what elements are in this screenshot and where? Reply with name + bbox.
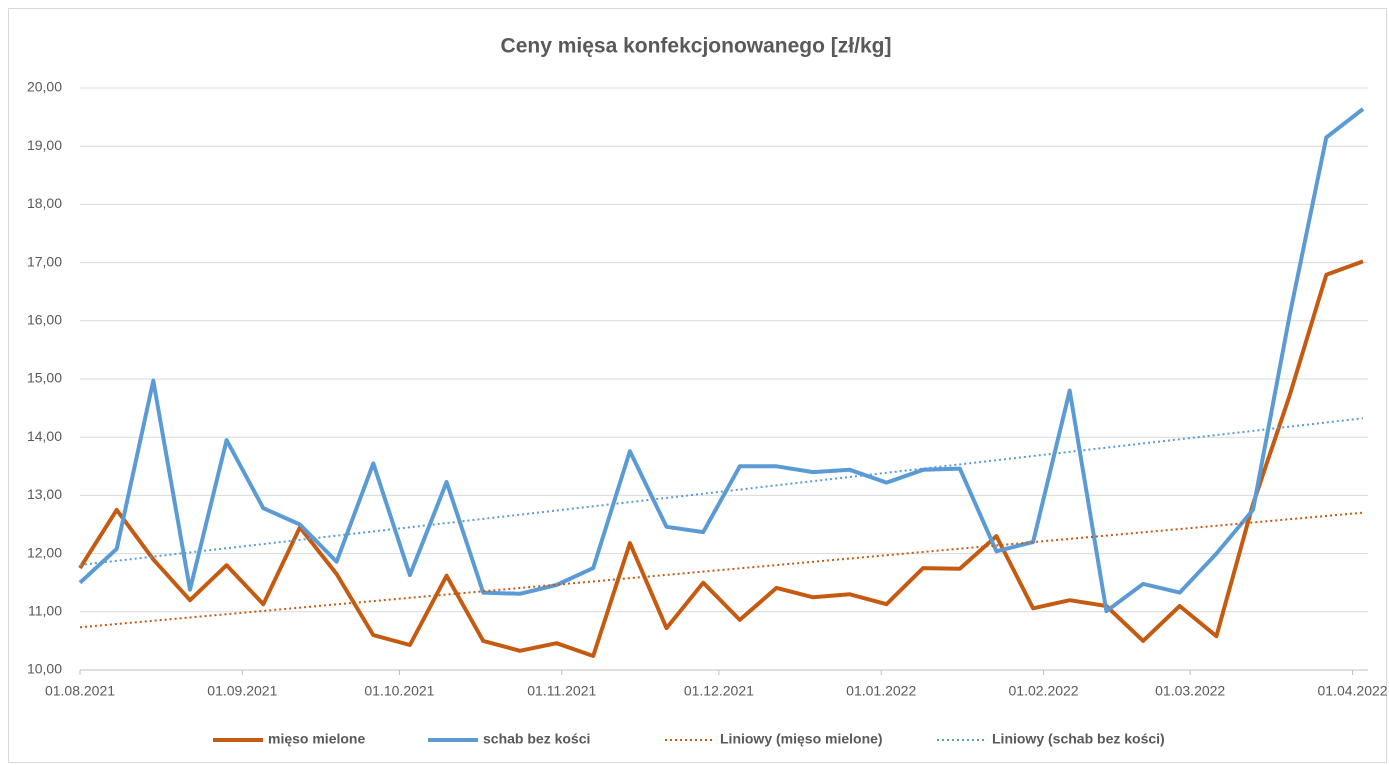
y-tick-label: 19,00 <box>27 137 62 153</box>
y-tick-label: 16,00 <box>27 312 62 328</box>
chart-title: Ceny mięsa konfekcjonowanego [zł/kg] <box>501 35 892 58</box>
legend-label: mięso mielone <box>268 731 365 747</box>
legend-label: Liniowy (mięso mielone) <box>720 731 883 747</box>
x-tick-label: 01.01.2022 <box>846 683 916 699</box>
y-tick-label: 20,00 <box>27 79 62 95</box>
legend-label: Liniowy (schab bez kości) <box>992 731 1165 747</box>
y-tick-label: 15,00 <box>27 370 62 386</box>
legend-label: schab bez kości <box>483 731 590 747</box>
x-tick-label: 01.08.2021 <box>45 683 115 699</box>
trendline <box>79 417 1364 566</box>
y-tick-label: 12,00 <box>27 544 62 560</box>
y-tick-label: 14,00 <box>27 428 62 444</box>
y-tick-label: 10,00 <box>27 661 62 677</box>
x-tick-label: 01.12.2021 <box>684 683 754 699</box>
y-tick-label: 18,00 <box>27 195 62 211</box>
y-tick-label: 17,00 <box>27 253 62 269</box>
series-line <box>78 107 1365 614</box>
x-tick-label: 01.09.2021 <box>207 683 277 699</box>
x-tick-label: 01.11.2021 <box>527 683 596 699</box>
y-tick-label: 13,00 <box>27 486 62 502</box>
x-tick-label: 01.04.2022 <box>1317 683 1387 699</box>
chart-border <box>8 8 1387 763</box>
y-tick-label: 11,00 <box>28 603 62 619</box>
x-tick-label: 01.03.2022 <box>1155 683 1225 699</box>
x-tick-label: 01.10.2021 <box>364 683 434 699</box>
x-tick-label: 01.02.2022 <box>1009 683 1079 699</box>
